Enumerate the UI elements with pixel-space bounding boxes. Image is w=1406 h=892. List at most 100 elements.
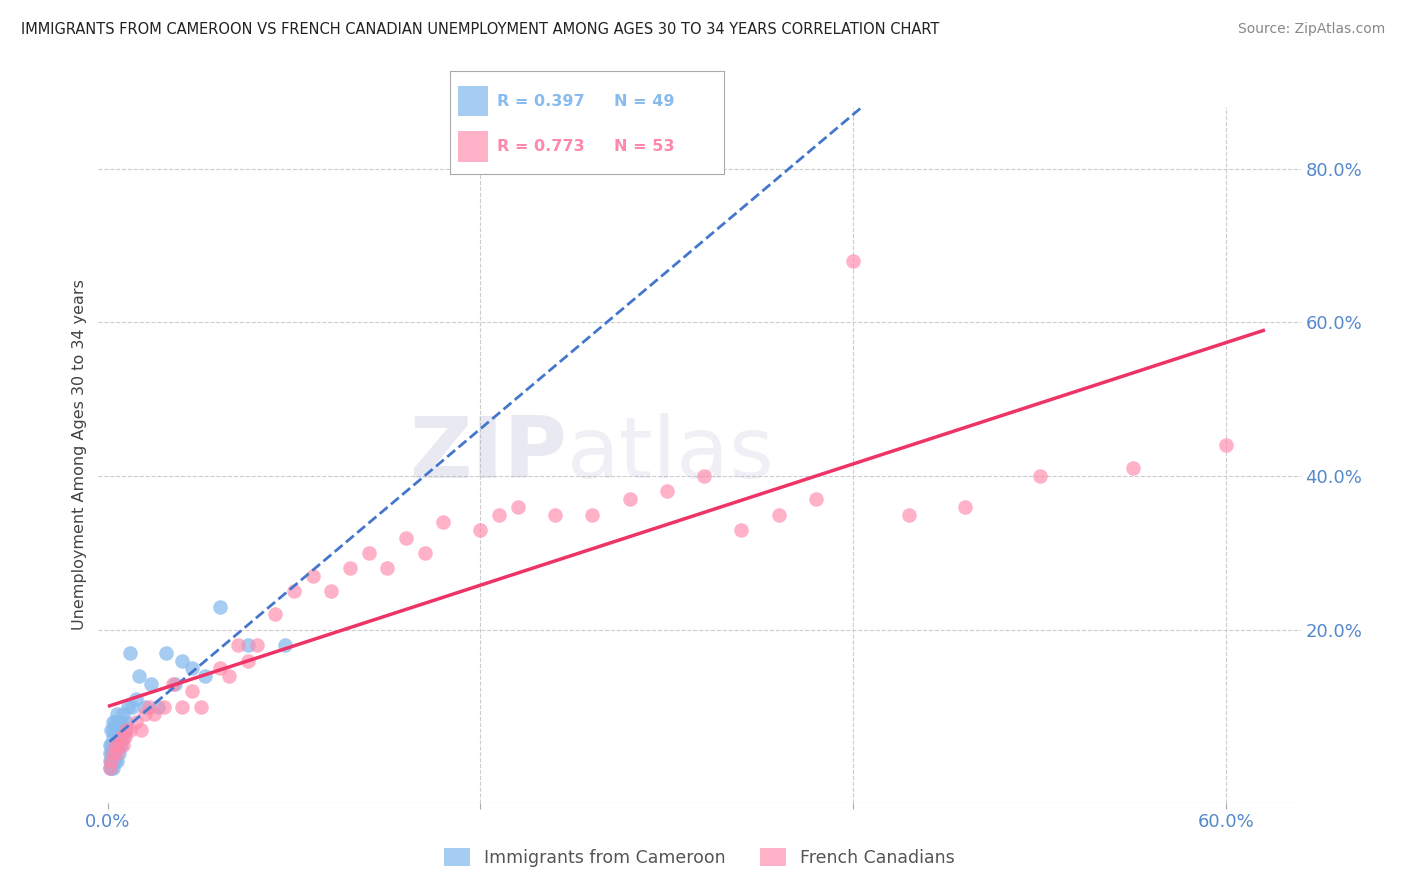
Point bbox=[98, 761, 121, 775]
Point bbox=[105, 707, 128, 722]
Point bbox=[544, 508, 567, 522]
Point bbox=[103, 715, 125, 730]
Point bbox=[172, 699, 194, 714]
Point bbox=[134, 707, 156, 722]
Point bbox=[100, 754, 122, 768]
Point bbox=[111, 738, 134, 752]
Point bbox=[104, 738, 127, 752]
Point bbox=[655, 484, 678, 499]
Point bbox=[100, 761, 122, 775]
Text: R = 0.773: R = 0.773 bbox=[496, 139, 583, 153]
Point bbox=[108, 731, 131, 745]
Point bbox=[226, 638, 249, 652]
Point bbox=[339, 561, 361, 575]
Point bbox=[842, 253, 865, 268]
Text: ZIP: ZIP bbox=[409, 413, 567, 497]
Point bbox=[105, 746, 128, 760]
Point bbox=[115, 715, 138, 730]
Point bbox=[246, 638, 269, 652]
Point bbox=[105, 731, 128, 745]
Point bbox=[108, 746, 131, 760]
Point bbox=[172, 654, 194, 668]
Point bbox=[129, 723, 152, 737]
Point bbox=[470, 523, 492, 537]
Point bbox=[103, 738, 125, 752]
Point bbox=[104, 746, 127, 760]
Y-axis label: Unemployment Among Ages 30 to 34 years: Unemployment Among Ages 30 to 34 years bbox=[72, 279, 87, 631]
Point bbox=[375, 561, 398, 575]
Point bbox=[100, 754, 122, 768]
Point bbox=[152, 699, 174, 714]
Point bbox=[100, 746, 122, 760]
Point bbox=[804, 492, 827, 507]
Point bbox=[180, 684, 202, 698]
Point bbox=[110, 731, 132, 745]
Point bbox=[395, 531, 418, 545]
Point bbox=[155, 646, 177, 660]
Point bbox=[98, 761, 121, 775]
Point bbox=[208, 599, 231, 614]
Point bbox=[98, 754, 121, 768]
Text: atlas: atlas bbox=[567, 413, 775, 497]
Point bbox=[100, 738, 122, 752]
Point bbox=[103, 746, 125, 760]
Point bbox=[120, 723, 142, 737]
Point bbox=[180, 661, 202, 675]
Point bbox=[432, 515, 454, 529]
Point bbox=[146, 699, 169, 714]
Point bbox=[98, 746, 121, 760]
Point bbox=[581, 508, 603, 522]
Point bbox=[105, 754, 128, 768]
Point bbox=[1122, 461, 1144, 475]
Point bbox=[1215, 438, 1237, 452]
Point bbox=[104, 715, 127, 730]
Point bbox=[103, 754, 125, 768]
Point bbox=[953, 500, 976, 514]
Point bbox=[506, 500, 529, 514]
Point bbox=[236, 638, 259, 652]
Point bbox=[162, 676, 184, 690]
Point bbox=[114, 731, 136, 745]
Bar bbox=[458, 131, 488, 161]
Point bbox=[236, 654, 259, 668]
Text: R = 0.397: R = 0.397 bbox=[496, 94, 583, 109]
Point bbox=[103, 761, 125, 775]
Point bbox=[194, 669, 217, 683]
Point bbox=[208, 661, 231, 675]
Point bbox=[139, 676, 162, 690]
Point bbox=[98, 738, 121, 752]
Point bbox=[104, 738, 127, 752]
Point bbox=[163, 676, 186, 690]
Point bbox=[128, 669, 150, 683]
Point bbox=[115, 723, 138, 737]
Point bbox=[103, 731, 125, 745]
Point bbox=[103, 723, 125, 737]
Point bbox=[120, 646, 142, 660]
Point bbox=[357, 546, 380, 560]
Point bbox=[108, 715, 131, 730]
Point bbox=[117, 699, 139, 714]
Point bbox=[619, 492, 641, 507]
Point bbox=[111, 707, 134, 722]
Point bbox=[110, 738, 132, 752]
Point bbox=[134, 699, 156, 714]
Point bbox=[190, 699, 212, 714]
Text: N = 53: N = 53 bbox=[614, 139, 675, 153]
Point bbox=[1028, 469, 1050, 483]
Point bbox=[768, 508, 790, 522]
Point bbox=[111, 731, 134, 745]
Point bbox=[413, 546, 436, 560]
Point bbox=[693, 469, 716, 483]
Point bbox=[283, 584, 305, 599]
Point bbox=[274, 638, 297, 652]
Bar bbox=[458, 86, 488, 117]
Point bbox=[110, 715, 132, 730]
Point bbox=[105, 738, 128, 752]
Text: N = 49: N = 49 bbox=[614, 94, 675, 109]
Point bbox=[125, 715, 148, 730]
Text: IMMIGRANTS FROM CAMEROON VS FRENCH CANADIAN UNEMPLOYMENT AMONG AGES 30 TO 34 YEA: IMMIGRANTS FROM CAMEROON VS FRENCH CANAD… bbox=[21, 22, 939, 37]
Point bbox=[108, 738, 131, 752]
Point bbox=[218, 669, 240, 683]
Point bbox=[488, 508, 510, 522]
Point bbox=[125, 692, 148, 706]
